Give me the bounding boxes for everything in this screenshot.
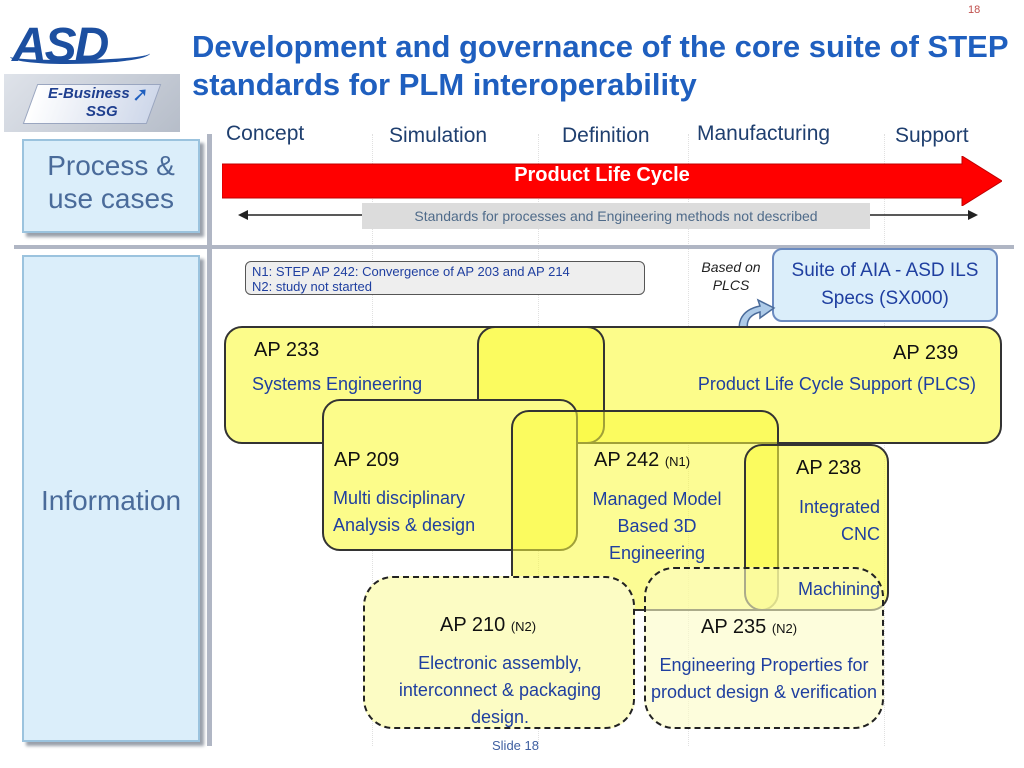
- ap239-label: AP 239: [893, 342, 959, 364]
- suite-box: Suite of AIA - ASD ILS Specs (SX000): [772, 248, 998, 322]
- based-on-plcs-label: Based on PLCS: [701, 259, 761, 293]
- ap242-label: AP 242 (N1): [594, 449, 690, 472]
- ap242-note: (N1): [664, 454, 691, 469]
- ap238-label: AP 238: [796, 457, 862, 479]
- ap209-label: AP 209: [334, 449, 400, 471]
- phase-support: Support: [895, 124, 969, 147]
- slide-title: Development and governance of the core s…: [192, 29, 1008, 102]
- ap238-desc2: Machining: [797, 579, 880, 599]
- ap210-box: [363, 576, 635, 729]
- phase-definition: Definition: [562, 124, 650, 147]
- ap239-desc: Product Life Cycle Support (PLCS): [697, 374, 976, 394]
- ap209-desc: Multi disciplinary Analysis & design: [333, 488, 476, 535]
- ap210-name: AP 210: [440, 614, 506, 636]
- notes-box: N1: STEP AP 242: Convergence of AP 203 a…: [245, 261, 645, 295]
- slide-footer: Slide 18: [492, 738, 539, 753]
- ebusiness-logo-line2: SSG: [86, 103, 118, 120]
- ebusiness-logo-line1: E-Business: [48, 85, 130, 102]
- ap235-desc: Engineering Properties for product desig…: [650, 655, 878, 702]
- information-label: Information: [22, 255, 200, 742]
- ap233-desc: Systems Engineering: [252, 374, 423, 394]
- ap242-name: AP 242: [594, 449, 660, 471]
- ap238-desc: Integrated CNC: [798, 497, 880, 544]
- phase-manufacturing: Manufacturing: [697, 122, 831, 145]
- slide-number: 18: [968, 4, 981, 16]
- ap242-desc: Managed Model Based 3D Engineering: [592, 489, 722, 563]
- ap210-label: AP 210 (N2): [440, 614, 536, 637]
- phase-simulation: Simulation: [389, 124, 488, 147]
- standards-note: Standards for processes and Engineering …: [362, 203, 870, 229]
- ap235-note: (N2): [771, 621, 798, 636]
- vertical-separator: [207, 134, 212, 746]
- ap235-name: AP 235: [701, 616, 767, 638]
- ap210-note: (N2): [510, 619, 537, 634]
- asd-logo-swoosh: [10, 46, 150, 64]
- lifecycle-arrow: [222, 156, 1002, 206]
- lifecycle-label: Product Life Cycle: [514, 164, 690, 186]
- horizontal-separator: [14, 245, 1014, 249]
- ap233-label: AP 233: [254, 339, 320, 361]
- ap210-desc: Electronic assembly, interconnect & pack…: [398, 653, 602, 727]
- process-use-cases-label: Process & use cases: [22, 139, 200, 233]
- ap235-label: AP 235 (N2): [701, 616, 797, 639]
- ebusiness-arrow-icon: ➚: [132, 84, 149, 106]
- note-n2: N2: study not started: [252, 279, 372, 294]
- ap235-box: [644, 567, 884, 729]
- note-n1: N1: STEP AP 242: Convergence of AP 203 a…: [252, 264, 570, 279]
- phase-concept: Concept: [226, 122, 305, 145]
